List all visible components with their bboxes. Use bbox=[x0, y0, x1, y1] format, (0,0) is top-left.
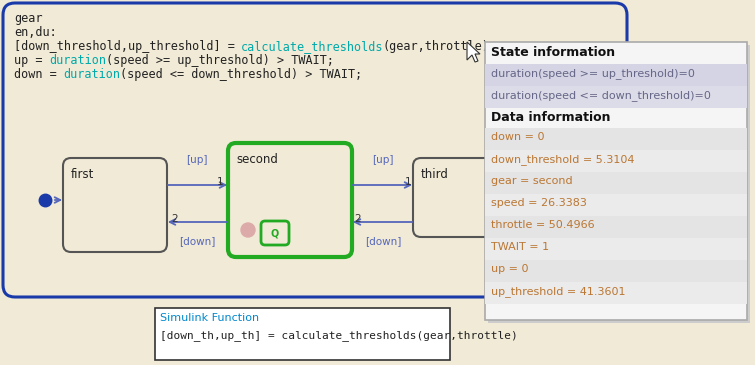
Text: down =: down = bbox=[14, 68, 64, 81]
Circle shape bbox=[241, 223, 255, 237]
Text: up =: up = bbox=[14, 54, 50, 67]
Text: 2: 2 bbox=[171, 214, 178, 224]
Text: [up]: [up] bbox=[186, 155, 208, 165]
Text: duration(speed >= up_threshold)=0: duration(speed >= up_threshold)=0 bbox=[491, 68, 695, 79]
FancyBboxPatch shape bbox=[261, 221, 289, 245]
Bar bbox=[485, 260, 747, 282]
Text: down_threshold = 5.3104: down_threshold = 5.3104 bbox=[491, 154, 634, 165]
Text: gear = second: gear = second bbox=[491, 176, 572, 186]
Text: State information: State information bbox=[491, 46, 615, 59]
Bar bbox=[485, 64, 747, 86]
Text: throttle = 50.4966: throttle = 50.4966 bbox=[491, 220, 595, 230]
Text: third: third bbox=[421, 168, 449, 181]
Bar bbox=[485, 86, 747, 108]
FancyBboxPatch shape bbox=[488, 45, 750, 323]
Text: second: second bbox=[236, 153, 278, 166]
Text: [down_th,up_th] = calculate_thresholds(gear,throttle): [down_th,up_th] = calculate_thresholds(g… bbox=[160, 330, 518, 341]
Bar bbox=[485, 194, 747, 216]
FancyBboxPatch shape bbox=[155, 308, 450, 360]
Text: [down]: [down] bbox=[179, 236, 215, 246]
Bar bbox=[485, 282, 747, 304]
Text: en,du:: en,du: bbox=[14, 26, 57, 39]
Text: [up]: [up] bbox=[372, 155, 394, 165]
Text: duration: duration bbox=[50, 54, 106, 67]
Text: (speed >= up_threshold) > TWAIT;: (speed >= up_threshold) > TWAIT; bbox=[106, 54, 334, 67]
Text: duration(speed <= down_threshold)=0: duration(speed <= down_threshold)=0 bbox=[491, 90, 711, 101]
FancyBboxPatch shape bbox=[3, 3, 627, 297]
Text: calculate_thresholds: calculate_thresholds bbox=[241, 40, 384, 53]
Text: up_threshold = 41.3601: up_threshold = 41.3601 bbox=[491, 286, 625, 297]
Text: down = 0: down = 0 bbox=[491, 132, 544, 142]
Bar bbox=[485, 238, 747, 260]
FancyBboxPatch shape bbox=[63, 158, 167, 252]
Text: [down_threshold,up_threshold] =: [down_threshold,up_threshold] = bbox=[14, 40, 242, 53]
FancyBboxPatch shape bbox=[413, 158, 497, 237]
Text: duration: duration bbox=[63, 68, 121, 81]
Bar bbox=[485, 128, 747, 150]
Text: TWAIT = 1: TWAIT = 1 bbox=[491, 242, 549, 252]
Bar bbox=[485, 172, 747, 194]
Text: 1: 1 bbox=[405, 177, 411, 187]
Text: (speed <= down_threshold) > TWAIT;: (speed <= down_threshold) > TWAIT; bbox=[121, 68, 362, 81]
FancyBboxPatch shape bbox=[485, 42, 747, 320]
Text: [down]: [down] bbox=[365, 236, 401, 246]
Text: (gear,throttle);: (gear,throttle); bbox=[383, 40, 497, 53]
Text: Q: Q bbox=[271, 228, 279, 238]
FancyBboxPatch shape bbox=[228, 143, 352, 257]
Text: up = 0: up = 0 bbox=[491, 264, 528, 274]
Text: first: first bbox=[71, 168, 94, 181]
Text: 1: 1 bbox=[217, 177, 223, 187]
Text: 2: 2 bbox=[355, 214, 362, 224]
Text: Data information: Data information bbox=[491, 111, 611, 124]
Text: speed = 26.3383: speed = 26.3383 bbox=[491, 198, 587, 208]
Polygon shape bbox=[467, 42, 480, 62]
Text: gear: gear bbox=[14, 12, 42, 25]
Bar bbox=[485, 150, 747, 172]
Text: Simulink Function: Simulink Function bbox=[160, 313, 259, 323]
Bar bbox=[485, 216, 747, 238]
